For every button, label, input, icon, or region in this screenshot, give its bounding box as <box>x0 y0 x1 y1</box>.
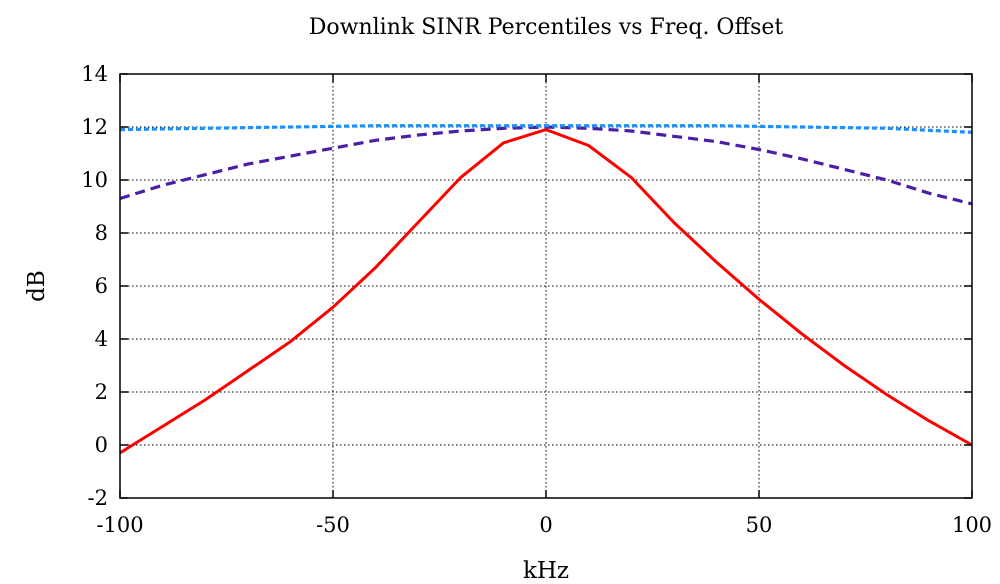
series-line-3 <box>119 124 973 134</box>
series-line-1 <box>119 128 973 455</box>
y-tick-label: 8 <box>95 221 108 245</box>
x-tick-label: 50 <box>746 513 773 537</box>
grid <box>120 74 972 498</box>
y-tick-label: -2 <box>88 486 108 510</box>
y-tick-label: 2 <box>95 380 108 404</box>
y-tick-label: 0 <box>95 433 108 457</box>
x-tick-label: -100 <box>96 513 143 537</box>
y-tick-label: 6 <box>95 274 108 298</box>
y-tick-label: 12 <box>81 115 108 139</box>
x-axis-label: kHz <box>523 558 569 584</box>
y-axis-label: dB <box>24 270 50 302</box>
x-tick-label: -50 <box>316 513 350 537</box>
y-tick-label: 4 <box>95 327 108 351</box>
y-tick-label: 14 <box>81 62 108 86</box>
y-tick-label: 10 <box>81 168 108 192</box>
x-tick-label: 100 <box>952 513 992 537</box>
series-layer <box>119 124 973 455</box>
ticks: -100 -50 0 50 100 -2 0 2 4 6 8 10 12 14 <box>81 62 992 537</box>
chart-title: Downlink SINR Percentiles vs Freq. Offse… <box>309 15 784 40</box>
x-tick-label: 0 <box>539 513 552 537</box>
